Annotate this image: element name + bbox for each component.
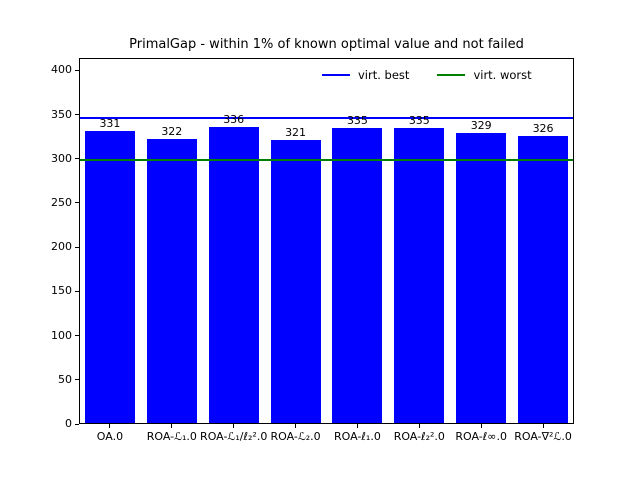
x-axis-tick	[295, 424, 297, 428]
y-axis-tick	[75, 202, 79, 204]
bar	[394, 127, 444, 423]
legend-label-virt-best: virt. best	[358, 68, 410, 82]
bar-value-label: 326	[532, 121, 554, 135]
legend-entry-virt-worst: virt. worst	[437, 68, 532, 82]
reference-line-virt-worst	[79, 158, 574, 161]
x-axis-tick	[233, 424, 235, 428]
y-tick-label: 150	[51, 284, 72, 298]
y-axis-tick	[75, 335, 79, 337]
bar-value-label: 322	[161, 125, 183, 139]
y-axis-tick	[75, 423, 79, 425]
x-axis-tick	[480, 424, 482, 428]
chart-title: PrimalGap - within 1% of known optimal v…	[129, 37, 524, 52]
y-tick-label: 350	[51, 107, 72, 121]
y-tick-label: 400	[51, 63, 72, 77]
reference-line-virt-best	[79, 117, 574, 120]
bar	[209, 126, 259, 423]
x-axis-tick	[171, 424, 173, 428]
legend: virt. best virt. worst	[322, 68, 532, 82]
x-tick-label: ROA-ℓ₂².0	[393, 430, 445, 443]
x-axis-tick	[418, 424, 420, 428]
bar	[332, 127, 382, 423]
x-tick-label: ROA-ℒ₁.0	[146, 430, 197, 443]
x-tick-label: ROA-ℒ₂.0	[270, 430, 321, 443]
y-tick-label: 300	[51, 151, 72, 165]
bar	[456, 133, 506, 423]
y-axis-tick	[75, 158, 79, 160]
y-tick-label: 250	[51, 195, 72, 209]
y-axis-tick	[75, 379, 79, 381]
bar-value-label: 329	[470, 119, 492, 133]
y-tick-label: 50	[58, 372, 72, 386]
bar-value-label: 331	[99, 117, 121, 131]
virt-worst-line-icon	[437, 74, 466, 76]
bar-value-label: 335	[346, 113, 368, 127]
x-tick-label: ROA-ℒ₁/ℓ₂².0	[200, 430, 268, 443]
y-axis-tick	[75, 246, 79, 248]
legend-entry-virt-best: virt. best	[322, 68, 409, 82]
y-tick-label: 100	[51, 328, 72, 342]
y-axis-tick	[75, 69, 79, 71]
bar	[518, 135, 568, 423]
legend-label-virt-worst: virt. worst	[473, 68, 532, 82]
virt-best-line-icon	[322, 74, 350, 76]
x-tick-label: ROA-∇²ℒ.0	[514, 430, 572, 443]
x-axis-tick	[109, 424, 111, 428]
x-tick-label: ROA-ℓ∞.0	[455, 430, 507, 443]
bar-value-label: 335	[408, 113, 430, 127]
x-tick-label: OA.0	[96, 430, 124, 443]
y-tick-label: 0	[65, 417, 72, 430]
x-axis-tick	[542, 424, 544, 428]
bar	[85, 131, 135, 423]
bar-value-label: 336	[223, 112, 245, 126]
y-tick-label: 200	[51, 240, 72, 254]
y-axis-tick	[75, 290, 79, 292]
bar	[147, 139, 197, 423]
bar-value-label: 321	[285, 126, 307, 140]
bar	[271, 140, 321, 423]
x-tick-label: ROA-ℓ₁.0	[334, 430, 381, 443]
x-axis-tick	[356, 424, 358, 428]
y-axis-tick	[75, 114, 79, 116]
